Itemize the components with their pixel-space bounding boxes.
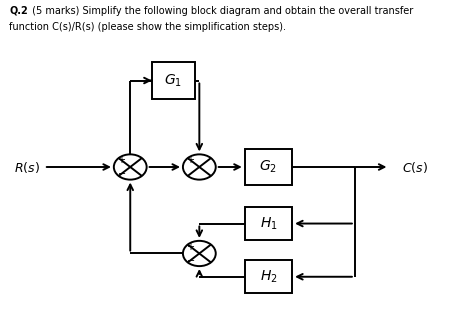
Text: $H_2$: $H_2$ — [260, 269, 277, 285]
Text: +: + — [186, 242, 194, 252]
FancyBboxPatch shape — [245, 207, 292, 240]
Circle shape — [183, 154, 216, 180]
Text: −: − — [118, 169, 126, 179]
FancyBboxPatch shape — [245, 260, 292, 293]
Text: $R(s)$: $R(s)$ — [14, 160, 39, 174]
Text: $H_1$: $H_1$ — [260, 215, 277, 232]
Text: +: + — [117, 155, 125, 165]
Text: $G_2$: $G_2$ — [259, 159, 277, 175]
Text: +: + — [186, 155, 194, 165]
Text: $C(s)$: $C(s)$ — [402, 160, 428, 174]
Text: function C(s)/R(s) (please show the simplification steps).: function C(s)/R(s) (please show the simp… — [9, 22, 286, 32]
Text: −: − — [187, 256, 195, 266]
Circle shape — [114, 154, 146, 180]
FancyBboxPatch shape — [152, 62, 195, 99]
Text: (5 marks) Simplify the following block diagram and obtain the overall transfer: (5 marks) Simplify the following block d… — [29, 6, 413, 16]
Text: Q.2: Q.2 — [9, 6, 28, 16]
Circle shape — [183, 241, 216, 266]
FancyBboxPatch shape — [245, 149, 292, 185]
Text: $G_1$: $G_1$ — [164, 72, 182, 89]
